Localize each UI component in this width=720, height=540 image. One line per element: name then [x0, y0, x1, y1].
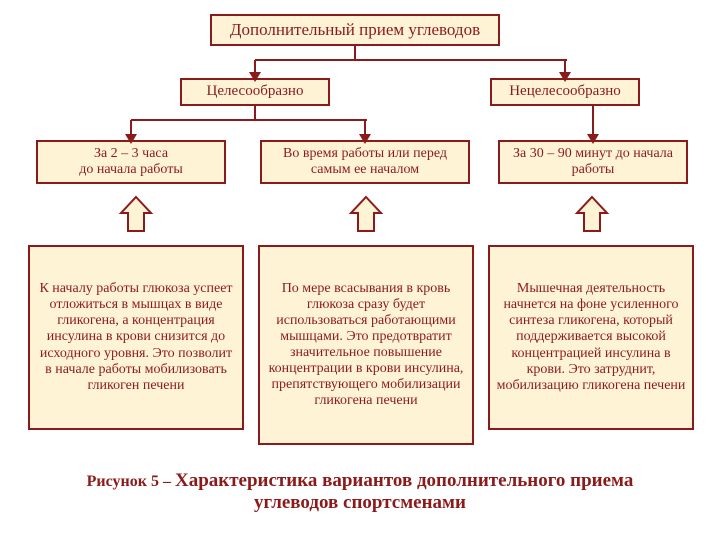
- arrowhead-down-icon: [249, 72, 261, 82]
- connector-line: [354, 46, 356, 60]
- node-t2: Во время работы или перед самым ее начал…: [260, 140, 470, 184]
- node-t3: За 30 – 90 минут до начала работы: [498, 140, 688, 184]
- connector-line: [254, 106, 256, 120]
- node-right: Нецелесообразно: [490, 78, 640, 106]
- arrowhead-down-icon: [587, 134, 599, 144]
- up-arrow-icon: [574, 195, 610, 233]
- connector-line: [255, 59, 567, 61]
- node-d3: Мышечная деятельность начнется на фоне у…: [488, 245, 694, 430]
- up-arrow-icon: [118, 195, 154, 233]
- figure-caption: Рисунок 5 – Характеристика вариантов доп…: [60, 470, 660, 514]
- connector-line: [131, 119, 367, 121]
- arrowhead-down-icon: [359, 134, 371, 144]
- node-root: Дополнительный прием углеводов: [210, 14, 500, 46]
- up-arrow-icon: [348, 195, 384, 233]
- arrowhead-down-icon: [559, 72, 571, 82]
- node-d2: По мере всасывания в кровь глюкоза сразу…: [258, 245, 474, 445]
- arrowhead-down-icon: [125, 134, 137, 144]
- node-t1: За 2 – 3 часадо начала работы: [36, 140, 226, 184]
- node-left: Целесообразно: [180, 78, 330, 106]
- node-d1: К началу работы глюкоза успеет отложитьс…: [28, 245, 244, 430]
